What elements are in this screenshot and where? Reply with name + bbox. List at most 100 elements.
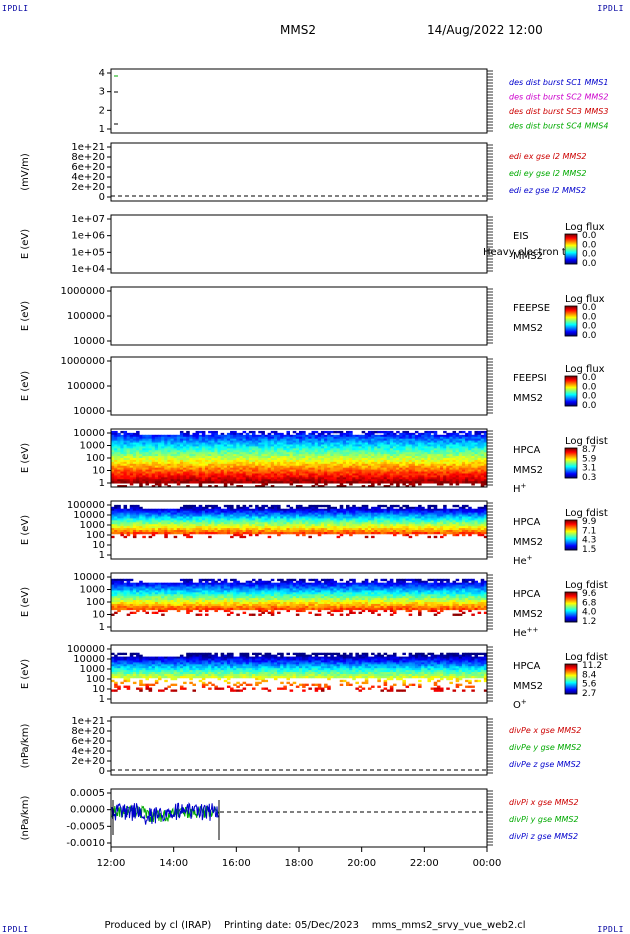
heatmap-cell (136, 526, 140, 529)
heatmap-cell (186, 477, 190, 480)
heatmap-cell (139, 522, 143, 525)
heatmap-cell (158, 452, 162, 455)
heatmap-cell (211, 442, 215, 445)
heatmap-cell (371, 436, 375, 440)
heatmap-cell (277, 434, 281, 438)
heatmap-cell (255, 518, 259, 521)
heatmap-cell (352, 450, 356, 453)
heatmap-cell (126, 434, 131, 438)
heatmap-cell (292, 524, 297, 527)
heatmap-cell (117, 463, 121, 467)
heatmap-cell (436, 434, 441, 438)
heatmap-cell (436, 479, 441, 482)
heatmap-cell (483, 473, 488, 476)
heatmap-cell (230, 430, 234, 434)
heatmap-cell (389, 458, 394, 461)
heatmap-cell (129, 524, 134, 527)
heatmap-cell (355, 444, 359, 447)
heatmap-cell (302, 526, 306, 529)
heatmap-cell (192, 528, 196, 531)
heatmap-cell (277, 506, 281, 510)
heatmap-cell (205, 531, 209, 535)
heatmap-cell (314, 465, 319, 469)
heatmap-cell (346, 471, 350, 474)
heatmap-cell (123, 524, 128, 527)
instrument-label: FEEPSI (513, 373, 547, 384)
heatmap-cell (248, 528, 253, 531)
heatmap-cell (205, 512, 209, 515)
heatmap-cell (183, 508, 187, 512)
heatmap-cell (161, 450, 165, 453)
heatmap-cell (154, 456, 159, 459)
heatmap-cell (205, 506, 209, 510)
heatmap-cell (305, 456, 309, 459)
heatmap-cell (117, 438, 121, 441)
heatmap-cell (151, 452, 156, 455)
heatmap-cell (139, 436, 143, 440)
heatmap-cell (142, 528, 146, 531)
heatmap-cell (471, 458, 475, 461)
heatmap-cell (129, 456, 134, 459)
colorbar-cell (565, 453, 577, 455)
heatmap-cell (280, 444, 284, 447)
heatmap-cell (252, 432, 256, 436)
heatmap-cell (461, 436, 466, 440)
heatmap-cell (261, 430, 265, 434)
heatmap-cell (167, 434, 171, 438)
heatmap-cell (217, 526, 222, 529)
heatmap-cell (461, 458, 466, 461)
heatmap-cell (455, 475, 460, 478)
heatmap-cell (336, 508, 341, 512)
colorbar-cell (565, 310, 577, 312)
heatmap-cell (186, 448, 190, 451)
heatmap-cell (126, 473, 131, 476)
heatmap-cell (427, 450, 431, 453)
heatmap-cell (367, 524, 372, 527)
heatmap-cell (286, 475, 290, 478)
heatmap-cell (195, 531, 200, 535)
heatmap-cell (358, 440, 363, 443)
heatmap-cell (330, 440, 334, 443)
heatmap-cell (364, 524, 369, 527)
heatmap-cell (164, 528, 168, 531)
heatmap-cell (424, 430, 428, 434)
heatmap-cell (389, 432, 394, 436)
heatmap-cell (192, 448, 196, 451)
heatmap-cell (418, 530, 422, 533)
heatmap-cell (208, 436, 212, 440)
heatmap-cell (258, 514, 262, 517)
heatmap-cell (333, 473, 337, 476)
heatmap-cell (336, 436, 341, 440)
heatmap-cell (458, 448, 463, 451)
heatmap-cell (314, 483, 319, 486)
heatmap-cell (220, 471, 225, 474)
heatmap-cell (176, 454, 181, 457)
heatmap-cell (349, 533, 353, 537)
heatmap-cell (305, 475, 309, 478)
heatmap-cell (320, 531, 325, 535)
heatmap-cell (302, 531, 306, 535)
heatmap-cell (139, 506, 143, 510)
heatmap-cell (386, 485, 391, 488)
heatmap-cell (230, 438, 234, 441)
heatmap-cell (170, 467, 175, 470)
heatmap-cell (396, 512, 400, 515)
heatmap-cell (230, 436, 234, 440)
heatmap-cell (214, 528, 218, 531)
heatmap-cell (355, 442, 359, 445)
heatmap-cell (314, 436, 319, 440)
heatmap-cell (358, 436, 363, 440)
colorbar-cell (565, 460, 577, 462)
heatmap-cell (245, 512, 250, 515)
heatmap-cell (411, 438, 416, 441)
heatmap-cell (324, 522, 328, 525)
heatmap-cell (226, 471, 231, 474)
y-tick-label: 10000 (73, 428, 105, 439)
heatmap-cell (367, 448, 372, 451)
heatmap-cell (405, 434, 410, 438)
heatmap-cell (299, 514, 303, 517)
heatmap-cell (433, 463, 438, 467)
heatmap-cell (449, 442, 453, 445)
heatmap-cell (440, 471, 444, 474)
heatmap-cell (339, 450, 344, 453)
